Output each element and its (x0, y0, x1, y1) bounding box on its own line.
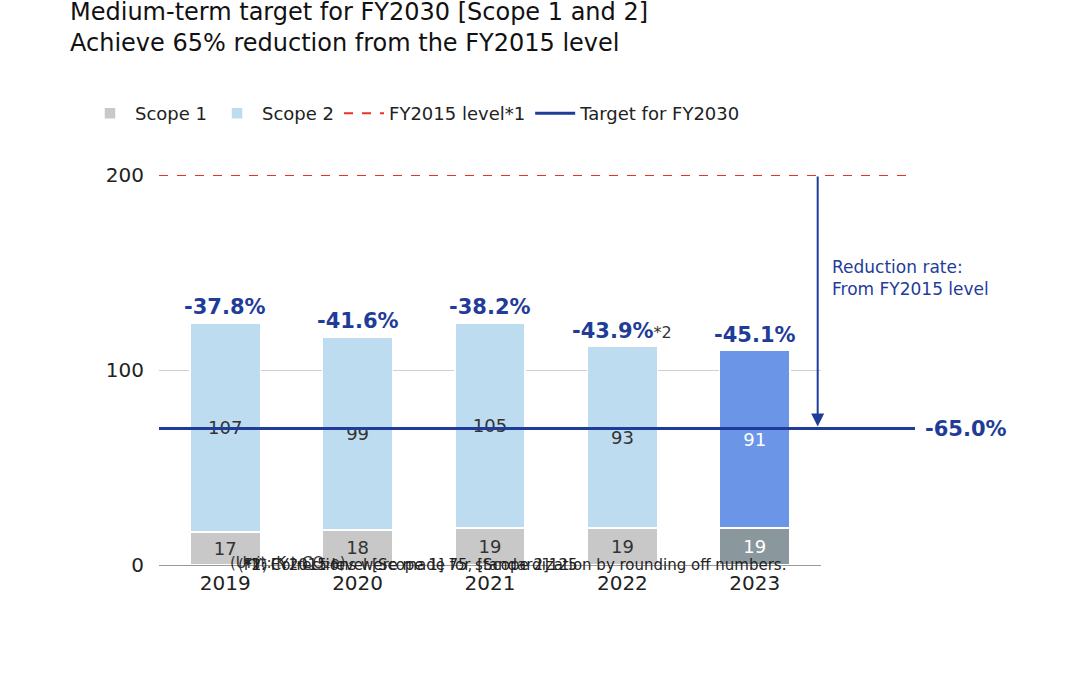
svg-text:*2: Corrections were made for: *2: Corrections were made for standardiz… (244, 556, 786, 574)
svg-text:2023: 2023 (729, 571, 780, 595)
svg-text:Reduction rate:From FY2015 lev: Reduction rate:From FY2015 level (832, 257, 989, 299)
svg-text:Medium-term target for FY2030: Medium-term target for FY2030 [Scope 1 a… (70, 0, 648, 57)
svg-text:-45.1%: -45.1% (714, 323, 796, 347)
svg-text:100: 100 (106, 358, 144, 382)
svg-text:(FY): (FY) (238, 556, 268, 574)
svg-text:19: 19 (743, 536, 766, 557)
svg-text:-38.2%: -38.2% (449, 295, 531, 319)
svg-text:2020: 2020 (332, 571, 383, 595)
svg-text:-41.6%: -41.6% (317, 309, 399, 333)
svg-text:Scope 1: Scope 1 (135, 103, 207, 124)
svg-text:Scope 2: Scope 2 (262, 103, 334, 124)
svg-text:-43.9%*2: -43.9%*2 (572, 319, 672, 343)
svg-text:105: 105 (473, 415, 507, 436)
svg-text:19: 19 (611, 536, 634, 557)
svg-text:200: 200 (106, 163, 144, 187)
svg-text:(Unit: K t-CO₂e): (Unit: K t-CO₂e) (230, 554, 345, 572)
svg-text:2021: 2021 (465, 571, 516, 595)
svg-text:-37.8%: -37.8% (184, 295, 266, 319)
svg-text:FY2015 level*1: FY2015 level*1 (389, 103, 525, 124)
svg-text:Target for FY2030: Target for FY2030 (579, 103, 739, 124)
svg-text:0: 0 (131, 553, 144, 577)
svg-text:-65.0%: -65.0% (925, 417, 1007, 441)
svg-text:99: 99 (346, 423, 369, 444)
svg-text:18: 18 (346, 537, 369, 558)
svg-text:19: 19 (479, 536, 502, 557)
svg-text:107: 107 (208, 417, 242, 438)
svg-text:*1: FY2015 level [Scope 1] 75,: *1: FY2015 level [Scope 1] 75, [Scope 2]… (244, 556, 577, 574)
svg-text:17: 17 (214, 538, 237, 559)
svg-text:91: 91 (743, 429, 766, 450)
svg-text:2019: 2019 (200, 571, 251, 595)
svg-text:2022: 2022 (597, 571, 648, 595)
svg-text:93: 93 (611, 427, 634, 448)
